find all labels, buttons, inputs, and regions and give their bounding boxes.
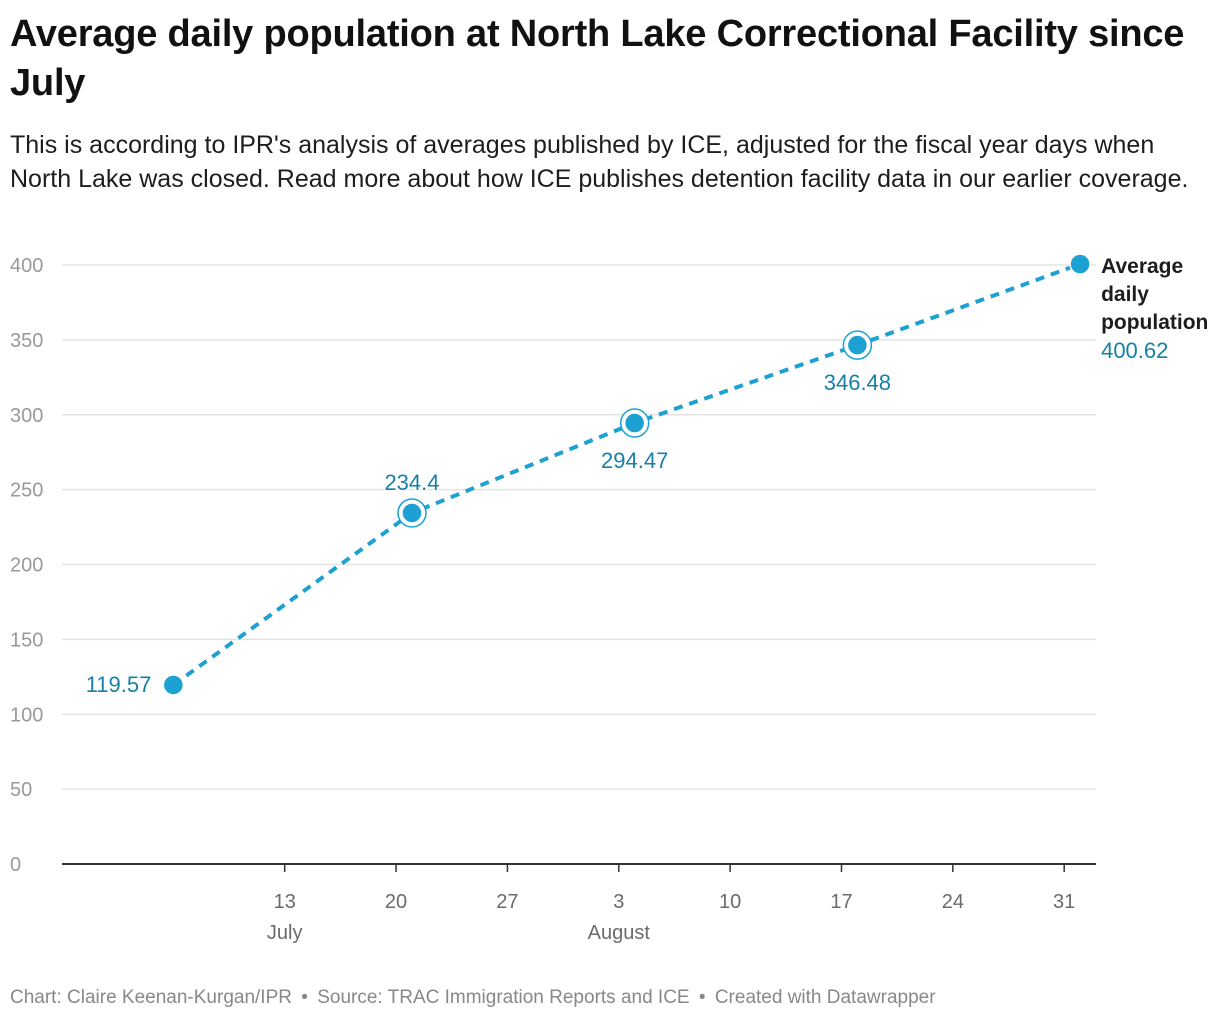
chart-title: Average daily population at North Lake C…	[10, 13, 1185, 104]
x-tick-label: 24	[942, 891, 964, 913]
y-tick-label: 0	[10, 854, 21, 876]
data-value-label: 346.48	[824, 370, 891, 395]
x-tick-label: 20	[385, 891, 407, 913]
chart-footer: Chart: Claire Keenan-Kurgan/IPR • Source…	[10, 986, 936, 1010]
x-tick-label: 3	[613, 891, 624, 913]
x-tick-label: 10	[719, 891, 741, 913]
y-tick-label: 50	[10, 779, 32, 801]
footer-separator: •	[301, 987, 308, 1008]
y-tick-label: 350	[10, 330, 43, 352]
x-tick-label: 27	[496, 891, 518, 913]
data-point	[1069, 253, 1091, 275]
footer-separator: •	[698, 987, 706, 1008]
y-tick-label: 150	[10, 629, 43, 651]
data-value-label: 294.47	[601, 448, 668, 473]
x-tick-label: 31	[1053, 891, 1075, 913]
y-tick-label: 250	[10, 480, 43, 502]
chart-source: Source: TRAC Immigration Reports and ICE	[317, 987, 690, 1008]
data-point	[162, 674, 185, 696]
x-tick-label: 13	[274, 891, 296, 913]
series-end-label: daily	[1101, 283, 1149, 306]
y-tick-label: 200	[10, 555, 43, 577]
x-tick-month-label: August	[588, 922, 651, 944]
series-end-label: population	[1101, 311, 1208, 334]
y-tick-label: 400	[10, 255, 43, 277]
chart-credit: Chart: Claire Keenan-Kurgan/IPR	[10, 987, 292, 1008]
x-tick-month-label: July	[267, 922, 303, 944]
y-tick-label: 100	[10, 704, 43, 726]
series-end-label: Average	[1101, 255, 1183, 278]
data-value-label: 119.57	[86, 672, 152, 697]
data-point	[401, 502, 423, 524]
series-line	[172, 262, 1081, 687]
y-tick-label: 300	[10, 405, 43, 427]
chart-subtitle: This is according to IPR's analysis of a…	[10, 131, 1189, 193]
data-point	[846, 334, 869, 356]
data-point	[623, 412, 646, 434]
series-end-value: 400.62	[1101, 338, 1168, 363]
x-tick-label: 17	[830, 891, 852, 913]
created-with: Created with Datawrapper	[714, 987, 936, 1008]
data-value-label: 234.4	[384, 470, 439, 495]
